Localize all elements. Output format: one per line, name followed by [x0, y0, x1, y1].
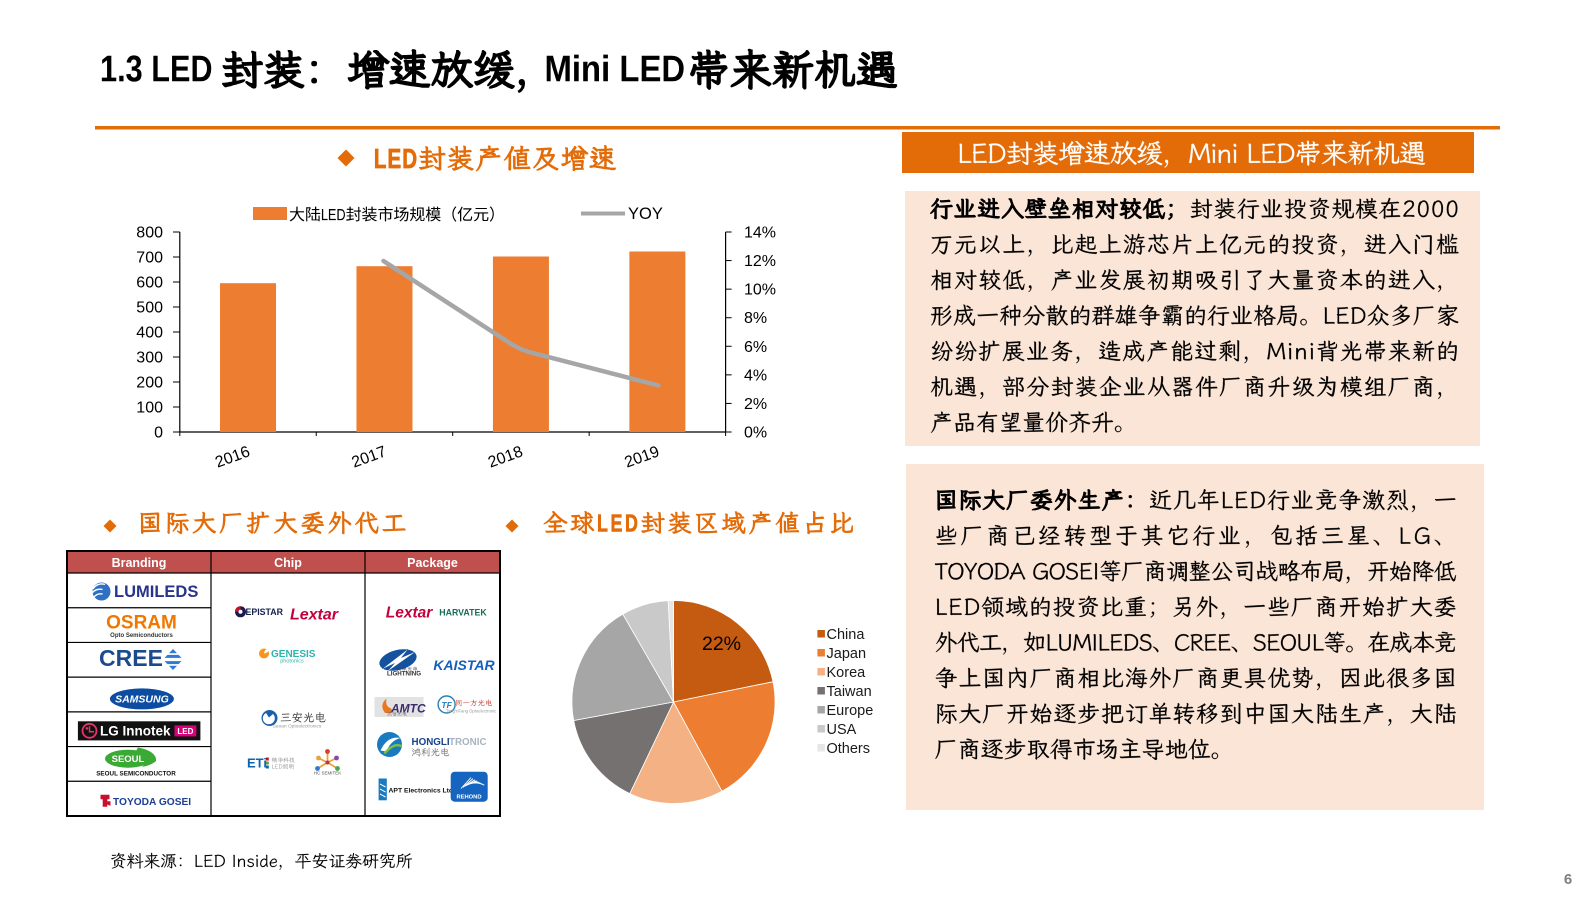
svg-text:200: 200 [136, 375, 163, 392]
svg-text:Europe: Europe [827, 703, 874, 719]
svg-text:2016: 2016 [213, 443, 252, 471]
svg-text:Japan: Japan [827, 646, 867, 662]
svg-text:USA: USA [827, 722, 857, 738]
svg-text:KAISTAR: KAISTAR [433, 657, 495, 673]
svg-text:Branding: Branding [112, 556, 167, 570]
svg-text:400: 400 [136, 325, 163, 342]
svg-text:12%: 12% [744, 253, 776, 270]
svg-text:4%: 4% [744, 367, 767, 384]
svg-text:Korea: Korea [827, 665, 867, 681]
svg-text:Sanan Optoelectronics: Sanan Optoelectronics [273, 724, 322, 730]
svg-text:6%: 6% [744, 339, 767, 356]
svg-text:2017: 2017 [350, 443, 389, 471]
svg-text:SEOUL SEMICONDUCTOR: SEOUL SEMICONDUCTOR [96, 771, 176, 778]
svg-text:500: 500 [136, 300, 163, 317]
svg-text:TF: TF [441, 700, 452, 710]
svg-text:300: 300 [136, 350, 163, 367]
svg-text:0: 0 [154, 425, 163, 442]
svg-text:LUMILEDS: LUMILEDS [114, 583, 198, 601]
svg-text:22%: 22% [702, 633, 741, 655]
svg-text:Taiwan: Taiwan [827, 684, 872, 700]
svg-text:China: China [827, 627, 866, 643]
svg-text:OSRAM: OSRAM [106, 613, 177, 634]
svg-text:10%: 10% [744, 282, 776, 299]
svg-text:GENESIS: GENESIS [271, 649, 316, 660]
svg-text:YOY: YOY [628, 205, 663, 223]
svg-text:HC SEMITEK: HC SEMITEK [314, 771, 342, 776]
svg-text:TRONIC: TRONIC [449, 737, 487, 748]
svg-text:TOYODA GOSEI: TOYODA GOSEI [113, 797, 191, 808]
svg-text:LIGHTNING: LIGHTNING [387, 671, 421, 678]
svg-text:Lextar: Lextar [290, 607, 339, 624]
svg-text:600: 600 [136, 275, 163, 292]
svg-text:ETi: ETi [247, 756, 267, 771]
svg-text:SEOUL: SEOUL [112, 754, 145, 765]
svg-text:0%: 0% [744, 425, 767, 442]
svg-text:HONGLI: HONGLI [412, 737, 450, 748]
svg-text:TongYiFang Optoelectronic: TongYiFang Optoelectronic [446, 709, 496, 714]
svg-text:Lextar: Lextar [386, 605, 433, 622]
svg-text:8%: 8% [744, 310, 767, 327]
svg-text:photonics: photonics [280, 659, 304, 665]
svg-text:APT Electronics Ltd.: APT Electronics Ltd. [389, 788, 456, 795]
svg-text:SAMSUNG: SAMSUNG [115, 694, 169, 706]
svg-text:800: 800 [136, 225, 163, 242]
svg-text:AMTC: AMTC [390, 702, 426, 716]
svg-text:2%: 2% [744, 396, 767, 413]
svg-text:Others: Others [827, 741, 871, 757]
svg-text:700: 700 [136, 250, 163, 267]
svg-text:CREE: CREE [99, 645, 163, 671]
svg-text:2018: 2018 [486, 443, 525, 471]
svg-text:EPISTAR: EPISTAR [246, 607, 284, 617]
svg-text:LG Innotek: LG Innotek [100, 724, 171, 739]
svg-text:Package: Package [407, 556, 458, 570]
svg-text:Chip: Chip [274, 556, 302, 570]
svg-text:REHOND: REHOND [456, 795, 481, 801]
svg-text:Opto Semiconductors: Opto Semiconductors [110, 633, 173, 639]
svg-text:100: 100 [136, 400, 163, 417]
svg-text:2019: 2019 [622, 443, 661, 471]
svg-text:HARVATEK: HARVATEK [439, 608, 487, 618]
svg-text:14%: 14% [744, 225, 776, 242]
svg-text:6: 6 [1564, 871, 1572, 888]
svg-text:LED: LED [177, 727, 193, 736]
